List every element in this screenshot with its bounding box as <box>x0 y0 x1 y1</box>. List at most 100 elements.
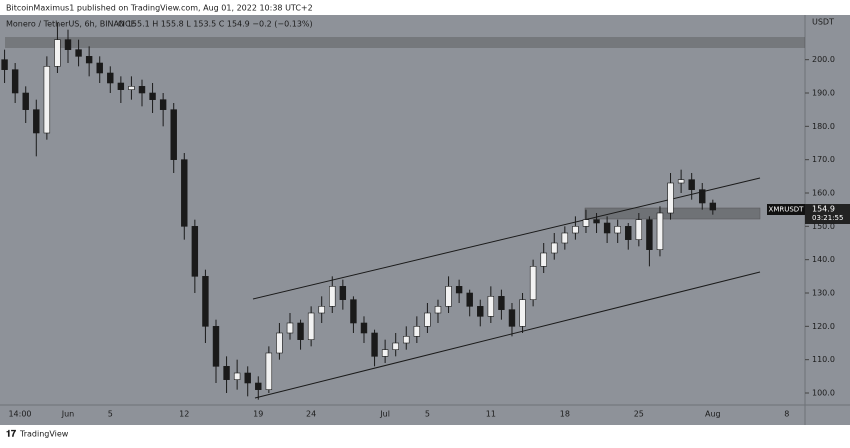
candle-body <box>329 286 336 307</box>
candle-body <box>22 92 29 110</box>
x-tick-label: 18 <box>560 410 570 419</box>
x-tick-label: 12 <box>179 410 189 419</box>
candle-body <box>350 299 357 324</box>
candle-body <box>149 92 156 100</box>
y-tick-label: 120.0 <box>812 322 835 331</box>
candle-body <box>445 286 452 307</box>
candle-body <box>656 212 664 250</box>
candle-body <box>477 306 484 317</box>
candle-body <box>572 226 579 234</box>
candle-body <box>307 312 315 340</box>
y-tick-label: 140.0 <box>812 255 835 264</box>
candle-body <box>593 219 600 224</box>
candle-body <box>202 276 209 327</box>
candle-body <box>371 332 378 357</box>
price-box <box>805 204 850 224</box>
candle-body <box>381 349 389 357</box>
y-tick-label: 200.0 <box>812 55 835 64</box>
y-tick-label: 180.0 <box>812 122 835 131</box>
candle-body <box>297 322 304 340</box>
candle-body <box>392 342 399 350</box>
candle-body <box>424 312 431 327</box>
candle-body <box>286 322 294 334</box>
candle-body <box>11 69 19 94</box>
resistance-zone <box>5 37 805 48</box>
candle-body <box>107 72 114 84</box>
y-tick-label: 190.0 <box>812 89 835 98</box>
candle-body <box>117 82 125 90</box>
channel-lower <box>254 271 761 399</box>
x-tick-label: 5 <box>425 410 430 419</box>
candle-body <box>138 86 146 94</box>
y-tick-label: 130.0 <box>812 289 835 298</box>
x-tick-label: 24 <box>306 410 316 419</box>
x-tick-label: 5 <box>108 410 113 419</box>
x-tick-label: Jul <box>379 410 390 419</box>
y-tick-label: 170.0 <box>812 155 835 164</box>
x-tick-label: Aug <box>705 410 721 419</box>
x-tick-label: 11 <box>486 410 496 419</box>
candle-body <box>223 366 230 380</box>
last-price-label: 154.9 <box>812 205 835 214</box>
candle-body <box>191 226 199 277</box>
chart-title: Monero / TetherUS, 6h, BINANCE <box>6 20 136 29</box>
candle-body <box>625 226 632 240</box>
candle-body <box>339 286 347 300</box>
candle-body <box>434 306 442 314</box>
candle-body <box>646 219 653 250</box>
y-tick-label: 110.0 <box>812 355 835 364</box>
symbol-box <box>767 204 805 215</box>
candle-body <box>64 39 72 50</box>
y-tick-label: 150.0 <box>812 222 835 231</box>
candle-body <box>677 179 685 184</box>
candle-body <box>75 49 82 57</box>
candle-body <box>212 326 220 367</box>
candle-body <box>255 382 262 390</box>
y-tick-label: 100.0 <box>812 389 835 398</box>
y-tick-label: 160.0 <box>812 189 835 198</box>
candle-body <box>466 292 473 307</box>
footer: TradingView <box>19 430 69 439</box>
candle-body <box>43 66 51 134</box>
candle-body <box>688 179 695 190</box>
candle-body <box>614 226 621 234</box>
candle-body <box>33 109 40 134</box>
candle-body <box>498 296 505 310</box>
candle-body <box>487 296 495 317</box>
candle-body <box>128 86 135 90</box>
candle-body <box>455 286 463 294</box>
chart-background <box>0 15 850 425</box>
x-tick-label: 14:00 <box>8 410 31 419</box>
candle-body <box>276 332 283 354</box>
x-tick-label: Jun <box>61 410 75 419</box>
candle-body <box>170 109 177 160</box>
footer-logo: 𝟏𝟕 <box>6 429 16 440</box>
symbol-label: XMRUSDT <box>769 206 805 214</box>
candle-body <box>318 306 325 314</box>
candle-body <box>54 39 61 67</box>
x-tick-label: 8 <box>784 410 789 419</box>
candle-body <box>699 189 706 204</box>
x-tick-label: 25 <box>634 410 644 419</box>
candle-body <box>508 309 516 327</box>
candle-body <box>403 336 410 344</box>
candle-body <box>244 372 251 384</box>
candle-body <box>551 242 558 254</box>
candles <box>1 23 717 400</box>
x-tick-label: 19 <box>253 410 263 419</box>
candle-body <box>519 299 526 327</box>
candle-body <box>709 202 717 211</box>
candle-body <box>603 222 611 234</box>
candle-body <box>85 56 93 64</box>
candle-body <box>667 182 674 214</box>
candle-body <box>265 352 273 390</box>
countdown-label: 03:21:55 <box>812 214 843 222</box>
candle-body <box>540 252 547 267</box>
candle-body <box>413 326 421 337</box>
channel-upper <box>252 177 761 300</box>
axis-unit: USDT <box>812 18 834 27</box>
candle-body <box>181 159 188 227</box>
candle-body <box>529 266 537 300</box>
